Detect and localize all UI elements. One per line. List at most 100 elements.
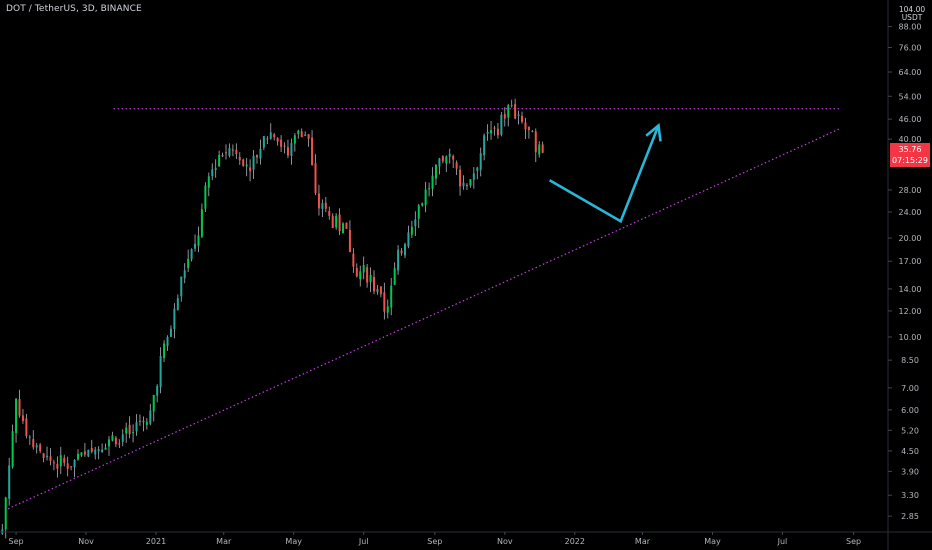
candle-body (514, 104, 517, 119)
candle-body (8, 465, 11, 499)
candle-body (393, 268, 396, 285)
candle-body (25, 418, 28, 437)
candle-body (366, 267, 369, 283)
candle-body (59, 455, 62, 467)
time-tick-label: Mar (216, 537, 232, 546)
candle-body (521, 115, 524, 122)
candle-body (345, 222, 348, 229)
price-tick-label: 14.00 (899, 285, 922, 294)
candle-body (538, 144, 541, 155)
candle-body (293, 135, 296, 144)
candle-body (255, 155, 258, 158)
projection-layer (548, 122, 662, 224)
candle-body (138, 420, 141, 422)
candle-body (335, 215, 338, 228)
candle-body (228, 148, 231, 156)
price-tick-label: 6.00 (901, 406, 919, 415)
time-tick-label: Jul (777, 537, 788, 546)
candle-body (469, 179, 472, 186)
candle-body (211, 169, 214, 177)
candle-body (317, 193, 320, 209)
candle-body (300, 131, 303, 138)
candle-body (128, 424, 131, 435)
candle-body (214, 168, 217, 170)
candle-body (200, 209, 203, 237)
candle-body (507, 105, 510, 118)
candle-body (304, 134, 307, 136)
time-axis[interactable]: Sep Nov 2021 Mar May Jul Sep Nov 2022 Mar May Jul Se… (9, 532, 862, 546)
candle-body (369, 274, 372, 283)
candle-body (101, 449, 104, 452)
candle-body (424, 189, 427, 205)
candle-body (190, 249, 193, 260)
price-tick-label: 12.00 (899, 307, 922, 316)
time-tick-label: May (704, 537, 721, 546)
price-tick-label: 46.00 (899, 115, 922, 124)
price-tick-label: 76.00 (899, 43, 922, 52)
candle-body (118, 443, 121, 445)
candle-body (87, 449, 90, 457)
candle-body (362, 265, 365, 273)
candle-body (455, 162, 458, 169)
candle-body (111, 435, 114, 441)
candle-body (438, 158, 441, 167)
time-tick-label: Sep (427, 537, 442, 546)
candle-body (80, 452, 83, 456)
candle-body (197, 235, 200, 246)
candle-body (328, 211, 331, 216)
symbol-label[interactable]: DOT / TetherUS, 3D, BINANCE (6, 4, 142, 14)
candle-body (11, 431, 14, 467)
candle-body (259, 148, 262, 159)
candle-body (407, 232, 410, 247)
candle-body (379, 286, 382, 295)
candle-body (225, 152, 228, 154)
candle-body (94, 449, 97, 455)
candle-body (107, 439, 110, 447)
candle-body (152, 395, 155, 412)
candle-body (342, 223, 345, 234)
rising-trendline[interactable] (7, 128, 841, 510)
projection-path[interactable] (548, 125, 660, 224)
candle-body (42, 453, 45, 459)
candle-body (510, 105, 513, 107)
price-axis[interactable]: 2.85 3.30 3.90 4.50 5.20 6.00 7.00 8.50 10.00 12.… (888, 23, 921, 522)
candle-body (156, 386, 159, 396)
candle-body (269, 132, 272, 139)
price-tick-label: 5.20 (901, 426, 919, 435)
candle-body (414, 219, 417, 227)
candle-body (4, 497, 7, 530)
candle-body (338, 214, 341, 231)
candle-body (462, 182, 465, 187)
candle-body (452, 155, 455, 160)
current-price-value: 35.76 (898, 145, 922, 155)
price-axis-top-label: 104.00 (898, 5, 926, 14)
candle-body (331, 215, 334, 229)
price-tick-label: 3.30 (901, 491, 919, 500)
candle-body (262, 136, 265, 148)
candle-body (486, 131, 489, 134)
candle-body (204, 185, 207, 209)
candle-body (159, 356, 162, 388)
candle-body (70, 466, 73, 468)
candle-body (125, 427, 128, 434)
candle-body (63, 457, 66, 463)
candle-body (273, 134, 276, 138)
bar-countdown: 07:15:29 (892, 156, 928, 166)
candle-body (390, 285, 393, 308)
time-tick-label: Nov (497, 537, 513, 546)
candle-body (221, 155, 224, 157)
candle-body (428, 188, 431, 190)
candle-body (348, 229, 351, 253)
candle-body (314, 163, 317, 193)
candle-body (32, 439, 35, 448)
candle-body (266, 138, 269, 140)
time-tick-label: May (285, 537, 302, 546)
candle-body (235, 149, 238, 155)
candle-body (527, 126, 530, 131)
candle-body (373, 276, 376, 292)
candle-body (49, 456, 52, 461)
candle-body (249, 167, 252, 172)
candle-body (503, 114, 506, 119)
time-tick-label: Sep (846, 537, 861, 546)
